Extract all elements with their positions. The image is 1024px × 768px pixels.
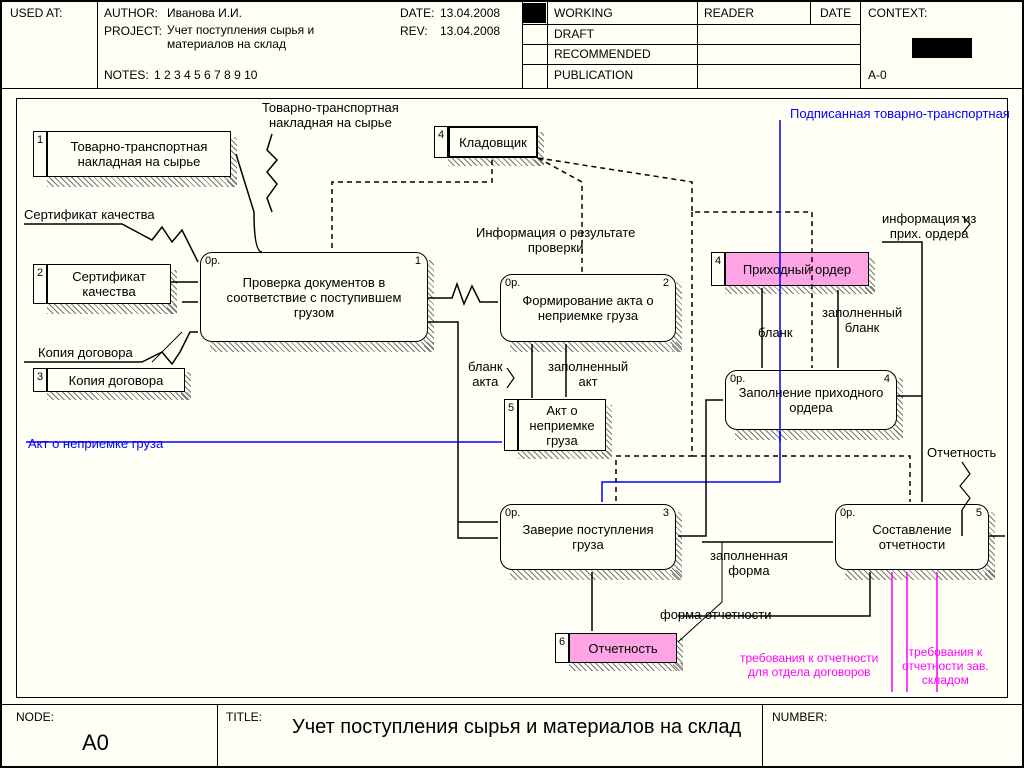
ftr-node-v: A0 [82,730,109,755]
connector-layer [2,2,1022,766]
ftr-title-l: TITLE: [226,710,262,724]
ftr-node-l: NODE: [16,710,54,724]
ftr-title-v: Учет поступления сырья и материалов на с… [292,716,741,739]
idef0-frame: USED AT: AUTHOR: Иванова И.И. PROJECT: У… [0,0,1024,768]
ftr-number-l: NUMBER: [772,710,827,724]
